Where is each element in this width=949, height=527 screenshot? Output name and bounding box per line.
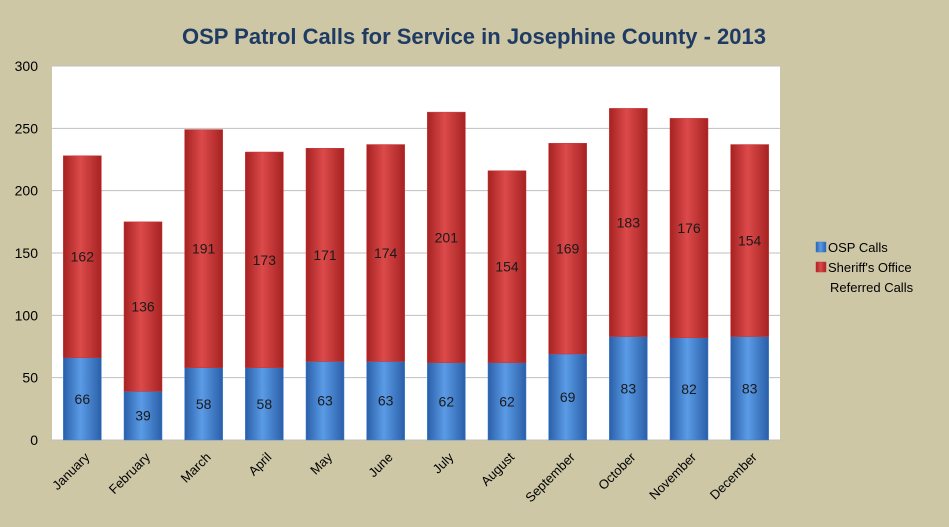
data-label: 183 [617,214,641,230]
x-tick-label: December [707,449,760,502]
bar-sheriff-referred-calls [487,170,527,363]
data-label: 66 [75,391,91,407]
y-tick-label: 150 [15,245,39,261]
chart-title: OSP Patrol Calls for Service in Josephin… [182,24,766,49]
y-tick-label: 0 [30,432,38,448]
data-label: 82 [681,381,697,397]
bar-sheriff-referred-calls [245,151,284,368]
x-tick-label: September [522,449,578,505]
bar-sheriff-referred-calls [366,144,405,362]
bar-sheriff-referred-calls [730,144,769,337]
bar-osp-calls [609,336,648,441]
bar-sheriff-referred-calls [609,108,648,337]
x-axis-ticks: January February March April May June July Augu… [49,449,760,505]
legend-label: OSP Calls [828,240,888,255]
bar-osp-calls [548,353,587,441]
data-label: 174 [374,245,398,261]
y-tick-label: 250 [15,120,39,136]
data-label: 62 [439,393,455,409]
data-label: 173 [253,252,277,268]
data-label: 63 [317,393,333,409]
bar-osp-calls [123,391,163,441]
x-tick-label: November [646,449,699,502]
data-label: 154 [495,259,519,275]
data-label: 62 [499,393,515,409]
bar-osp-calls [427,362,466,441]
bar-osp-calls [305,361,345,441]
data-label: 171 [313,247,337,263]
y-tick-label: 100 [15,307,39,323]
x-tick-label: August [478,449,517,488]
data-label: 176 [677,220,701,236]
data-label: 83 [742,380,758,396]
data-label: 58 [196,396,212,412]
data-label: 162 [71,249,95,265]
bar-sheriff-referred-calls [184,129,223,368]
legend-swatch [815,261,827,273]
x-tick-label: June [365,450,396,481]
bar-sheriff-referred-calls [305,148,345,362]
bar-sheriff-referred-calls [427,111,466,363]
bar-osp-calls [730,336,769,441]
bars: 66 162 39 136 58 191 58 173 63 171 63 174 62 201 62 154… [63,108,769,441]
data-label: 201 [435,229,459,245]
data-label: 169 [556,241,580,257]
data-label: 191 [192,241,216,257]
x-tick-label: July [429,449,456,476]
bar-sheriff-referred-calls [123,221,163,392]
bar-osp-calls [487,362,527,441]
y-tick-label: 200 [15,183,39,199]
data-label: 39 [135,408,151,424]
x-tick-label: February [106,449,154,497]
data-label: 69 [560,389,576,405]
bar-sheriff-referred-calls [548,143,587,355]
y-tick-label: 300 [15,58,39,74]
x-tick-label: October [595,449,639,493]
data-label: 58 [257,396,273,412]
legend-swatch [815,241,827,253]
bar-sheriff-referred-calls [669,118,709,339]
data-label: 136 [131,299,155,315]
legend: OSP Calls Sheriff's Office Referred Calls [815,240,914,295]
legend-label: Sheriff's Office [828,260,912,275]
data-label: 63 [378,393,394,409]
gridlines [52,65,780,441]
x-tick-label: May [307,449,335,477]
data-label: 83 [621,380,637,396]
legend-label: Referred Calls [830,280,914,295]
x-tick-label: April [245,449,274,478]
data-label: 154 [738,233,762,249]
x-tick-label: March [178,450,214,486]
x-tick-label: January [49,449,93,493]
y-tick-label: 50 [22,370,38,386]
y-axis-ticks: 0 50 100 150 200 250 300 [15,58,39,448]
bar-osp-calls [366,361,405,441]
bar-osp-calls [245,367,284,441]
bar-sheriff-referred-calls [63,155,102,358]
